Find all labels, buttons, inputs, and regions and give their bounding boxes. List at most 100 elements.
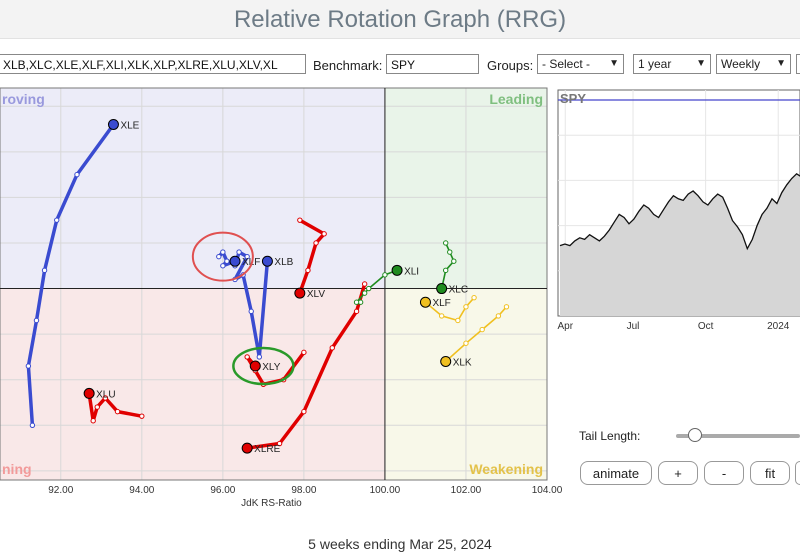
head-xlb: [261, 255, 273, 267]
extra-button[interactable]: [795, 461, 800, 485]
label-xlb: XLB: [274, 257, 293, 268]
x-tick-label: 96.00: [210, 485, 235, 496]
head-xlk: [440, 355, 452, 367]
x-tick-label: 98.00: [291, 485, 316, 496]
frequency-select-value: Weekly: [721, 57, 761, 71]
label-xly: XLY: [262, 362, 280, 373]
quadrant-label-leading: Leading: [489, 91, 543, 107]
tail-point: [220, 263, 226, 269]
tail-point: [313, 240, 319, 246]
label-xlre: XLRE: [254, 444, 280, 455]
tail-point: [382, 272, 388, 278]
label-xle: XLE: [120, 120, 139, 131]
x-tick-label: 100.00: [370, 485, 401, 496]
label-xlc: XLC: [449, 285, 468, 296]
tail-point: [447, 249, 453, 255]
rrg-chart: Leading roving ning Weakening 92.00 94.00 96.0…: [0, 87, 563, 509]
tail-point: [321, 231, 327, 237]
tail-point: [29, 422, 36, 429]
benchmark-price-line: [559, 172, 800, 251]
tail-point: [41, 267, 48, 274]
tail-length-slider[interactable]: [676, 428, 800, 442]
title-bar: Relative Rotation Graph (RRG): [0, 0, 800, 39]
tail-point: [256, 354, 263, 360]
tail-point: [471, 294, 477, 301]
quadrant-label-lagging: ning: [2, 461, 32, 477]
tail-point: [301, 349, 307, 356]
tail-point: [236, 249, 242, 255]
head-xle: [107, 118, 119, 130]
head-xli: [391, 264, 403, 276]
tail-point: [463, 304, 469, 310]
head-xlc: [436, 283, 448, 295]
tail-point: [94, 404, 100, 410]
benchmark-chart: SPY Apr Jul Oct 2024: [557, 89, 800, 332]
tail-point: [54, 217, 60, 223]
groups-select[interactable]: - Select - ▼: [537, 54, 624, 74]
tail-point: [297, 217, 303, 223]
tail-length-slider-thumb[interactable]: [687, 428, 702, 442]
quadrant-label-weakening: Weakening: [469, 461, 543, 477]
head-xlre: [241, 442, 253, 454]
label-xli: XLI: [404, 266, 419, 277]
tail-point: [248, 308, 254, 315]
tail-point: [463, 340, 469, 346]
tail-point: [301, 408, 307, 415]
tail-point: [244, 253, 250, 260]
toolbar: XLB,XLC,XLE,XLF,XLI,XLK,XLP,XLRE,XLU,XLV…: [0, 54, 800, 80]
lagging-quadrant: [0, 288, 385, 480]
symbols-input[interactable]: XLB,XLC,XLE,XLF,XLI,XLK,XLP,XLRE,XLU,XLV…: [0, 54, 306, 74]
page-title: Relative Rotation Graph (RRG): [233, 6, 567, 33]
x-tick-label: 94.00: [129, 485, 154, 496]
chevron-down-icon: ▼: [776, 58, 786, 69]
tail-point: [495, 313, 502, 319]
plot-border: [0, 87, 548, 481]
frequency-select[interactable]: Weekly ▼: [716, 54, 791, 74]
benchmark-input[interactable]: SPY: [386, 54, 479, 74]
head-xlf: [419, 296, 431, 308]
benchmark-x-tick-label: Oct: [698, 321, 714, 332]
fit-button[interactable]: fit: [750, 461, 790, 485]
tail-point: [139, 413, 145, 419]
tail-point: [353, 299, 360, 305]
tail-point: [443, 267, 449, 274]
tail-point: [353, 308, 360, 315]
tail-point: [443, 240, 449, 246]
label-xlf: XLF: [432, 298, 450, 309]
period-select-value: 1 year: [638, 57, 672, 71]
extra-select[interactable]: [796, 54, 800, 74]
tail-point: [220, 249, 226, 255]
tail-point: [244, 354, 250, 360]
tail-point: [451, 258, 457, 264]
tail-point: [366, 285, 372, 292]
animate-button[interactable]: animate: [580, 461, 652, 485]
label-xlu: XLU: [96, 389, 115, 400]
tail-length-label: Tail Length:: [579, 429, 641, 443]
benchmark-area: [560, 173, 800, 316]
chevron-down-icon: ▼: [696, 58, 706, 69]
highlight-circle-xly: [232, 346, 295, 386]
x-tick-label: 102.00: [451, 485, 482, 496]
tail-point: [503, 304, 510, 310]
x-axis-label: JdK RS-Ratio: [241, 498, 302, 509]
tail-point: [276, 440, 283, 447]
period-select[interactable]: 1 year ▼: [633, 54, 711, 74]
zoom-out-button[interactable]: -: [704, 461, 744, 485]
tail-point: [90, 418, 96, 424]
tail-xlre: [245, 282, 367, 450]
label-xlk: XLK: [453, 357, 472, 368]
tail-point: [224, 258, 230, 264]
tail-point: [74, 171, 80, 178]
tail-point: [305, 267, 311, 274]
benchmark-x-tick-label: Apr: [557, 321, 573, 332]
tail-point: [33, 317, 40, 324]
groups-label: Groups:: [487, 58, 534, 73]
chevron-down-icon: ▼: [609, 58, 619, 69]
zoom-in-button[interactable]: +: [658, 461, 698, 485]
tail-point: [25, 363, 32, 369]
head-xlv: [294, 287, 306, 299]
groups-select-value: - Select -: [542, 57, 591, 71]
tail-point: [102, 395, 109, 401]
head-xlu: [83, 387, 95, 399]
tail-point: [216, 253, 222, 260]
